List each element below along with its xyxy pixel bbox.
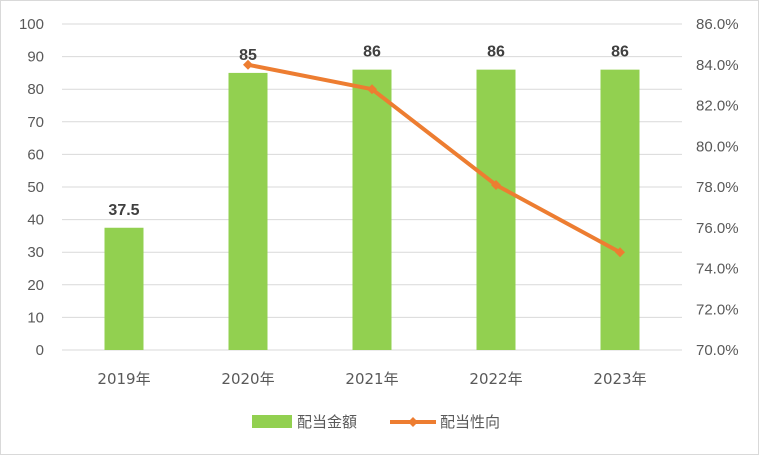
legend: 配当金額 配当性向 — [252, 413, 500, 431]
y2-tick-label: 84.0% — [696, 57, 739, 74]
y2-tick-label: 82.0% — [696, 98, 739, 115]
y-tick-label: 90 — [27, 49, 44, 66]
bar-data-label: 86 — [487, 44, 505, 61]
y-tick-label: 60 — [27, 146, 44, 163]
bar-data-label: 37.5 — [108, 202, 139, 219]
y-tick-label: 0 — [36, 342, 44, 359]
x-category-label: 2021年 — [345, 370, 398, 388]
y2-tick-label: 78.0% — [696, 179, 739, 196]
legend-swatch-bar — [252, 415, 292, 428]
y-tick-label: 50 — [27, 179, 44, 196]
x-category-label: 2022年 — [469, 370, 522, 388]
bar-data-label: 86 — [363, 44, 381, 61]
y2-tick-label: 72.0% — [696, 301, 739, 318]
bar — [104, 227, 144, 350]
y2-tick-label: 74.0% — [696, 261, 739, 278]
bar — [352, 69, 392, 350]
y-tick-label: 70 — [27, 114, 44, 131]
y-tick-label: 100 — [19, 16, 44, 33]
bar-data-label: 86 — [611, 44, 629, 61]
line-path — [247, 62, 621, 254]
y-tick-label: 10 — [27, 309, 44, 326]
line-marker — [491, 179, 501, 190]
left-axis-ticks: 0 10 20 30 40 50 60 70 80 90 100 — [19, 16, 44, 359]
y-tick-label: 20 — [27, 277, 44, 294]
legend-label-bar: 配当金額 — [297, 413, 357, 431]
line-series — [243, 59, 625, 258]
y2-tick-label: 80.0% — [696, 138, 739, 155]
y-tick-label: 80 — [27, 81, 44, 98]
bar — [476, 69, 516, 350]
y-tick-label: 40 — [27, 212, 44, 229]
legend-label-line: 配当性向 — [440, 413, 500, 431]
line-marker — [243, 59, 253, 70]
category-labels: 2019年 2020年 2021年 2022年 2023年 — [97, 370, 646, 388]
x-category-label: 2023年 — [593, 370, 646, 388]
bar — [228, 72, 268, 351]
y-tick-label: 30 — [27, 244, 44, 261]
x-category-label: 2020年 — [221, 370, 274, 388]
y2-tick-label: 70.0% — [696, 342, 739, 359]
x-category-label: 2019年 — [97, 370, 150, 388]
bar-data-label: 85 — [239, 47, 257, 64]
y2-tick-label: 76.0% — [696, 220, 739, 237]
line-marker — [367, 84, 377, 95]
bar-series — [104, 69, 640, 351]
bar — [600, 69, 640, 350]
y2-tick-label: 86.0% — [696, 16, 739, 33]
data-labels: 37.5 85 86 86 86 — [108, 44, 629, 219]
line-marker — [615, 247, 625, 258]
right-axis-ticks: 70.0% 72.0% 74.0% 76.0% 78.0% 80.0% 82.0% 84.0%… — [696, 16, 739, 359]
legend-marker-line — [408, 417, 418, 427]
